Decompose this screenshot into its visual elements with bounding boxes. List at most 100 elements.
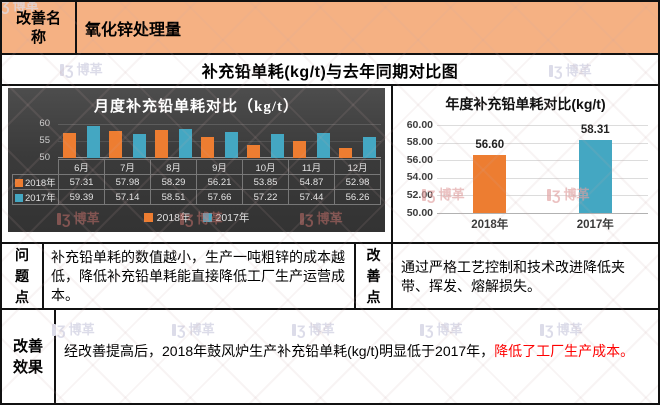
value-2017年-6月: 59.39 <box>58 189 105 205</box>
bar-2017年-11月 <box>317 132 331 158</box>
value-2018年-8月: 58.29 <box>150 174 197 190</box>
bar-group-12月 <box>335 124 381 158</box>
value-2017年-12月: 56.26 <box>334 189 381 205</box>
monthly-chart-gridlines <box>58 124 381 158</box>
bar-2017年-6月 <box>86 126 100 158</box>
value-2018年-6月: 57.31 <box>58 174 105 190</box>
bar-2018年-10月 <box>247 144 261 158</box>
bar-2018年: 56.60 <box>473 139 507 213</box>
problem-point-label: 问 题 点 <box>2 244 44 308</box>
value-2018年-11月: 54.87 <box>288 174 335 190</box>
y-tick-58.00: 58.00 <box>406 136 433 149</box>
legend-swatch-icon <box>202 213 212 222</box>
table-row-2018年: 2018年 57.31 57.98 58.29 56.21 53.85 54.87 52.98 <box>12 174 381 190</box>
value-2017年-7月: 57.14 <box>104 189 151 205</box>
table-row-2017年: 2017年 59.39 57.14 58.51 57.66 57.22 57.44 56.26 <box>12 189 381 205</box>
y-tick-50.00: 50.00 <box>406 206 433 219</box>
y-tick-54.00: 54.00 <box>406 171 433 184</box>
legend-swatch-icon <box>143 213 153 222</box>
annual-chart: 年度补充铅单耗对比(kg/t) 60.00 58.00 56.00 54.00 52.0… <box>393 86 658 242</box>
legend-entry-2017年: 2017年 <box>202 210 249 225</box>
charts-row: 月度补充铅单耗对比（kg/t） 60 55 50 6月 7月 8月 9月 10月 11月 12月… <box>2 86 658 244</box>
annual-chart-cell: 年度补充铅单耗对比(kg/t) 60.00 58.00 56.00 54.00 52.0… <box>393 86 658 242</box>
value-2017年-9月: 57.66 <box>196 189 243 205</box>
bar-2018年-12月 <box>339 147 353 158</box>
month-header-6月: 6月 <box>58 159 105 175</box>
value-2018年-7月: 57.98 <box>104 174 151 190</box>
legend-entry-2018年: 2018年 <box>143 210 191 225</box>
month-header-9月: 9月 <box>196 159 243 175</box>
bar-2017年-9月 <box>224 132 238 158</box>
bar-2017年-8月 <box>178 129 192 158</box>
bar-2018年-9月 <box>200 136 214 158</box>
effect-row: 改善 效果 经改善提高后，2018年鼓风炉生产补充铅单耗(kg/t)明显低于20… <box>2 310 658 403</box>
annual-chart-title: 年度补充铅单耗对比(kg/t) <box>445 96 606 112</box>
month-header-10月: 10月 <box>242 159 289 175</box>
monthly-chart-plot: 60 55 50 <box>8 112 385 163</box>
series-label-2017年: 2017年 <box>12 189 59 205</box>
improvement-name-value: 氧化锌处理量 <box>85 21 182 39</box>
monthly-data-table: 6月 7月 8月 9月 10月 11月 12月 2018年 57.31 57.98 58.29 56.… <box>12 159 381 205</box>
y-tick-52.00: 52.00 <box>406 188 433 201</box>
series-label-2018年: 2018年 <box>12 174 59 190</box>
x-label-2018年: 2018年 <box>471 219 509 231</box>
bar-group-7月 <box>104 124 150 158</box>
improvement-effect-text: 经改善提高后，2018年鼓风炉生产补充铅单耗(kg/t)明显低于2017年，降低… <box>56 310 658 403</box>
improvement-effect-label: 改善 效果 <box>2 310 56 403</box>
value-2017年-11月: 57.44 <box>288 189 335 205</box>
data-label-2018年: 56.60 <box>475 138 505 151</box>
gridline-56.00 <box>437 160 648 162</box>
gridline-58.00 <box>437 142 648 144</box>
y-tick-60: 60 <box>39 118 50 129</box>
problem-point-text: 补充铅单耗的数值越小，生产一吨粗锌的成本越低，降低补充铅单耗能直接降低工厂生产运… <box>44 244 356 308</box>
gridline-54.00 <box>437 177 648 179</box>
x-label-2017年: 2017年 <box>576 219 614 231</box>
legend-swatch-icon <box>15 194 23 202</box>
value-2018年-10月: 53.85 <box>242 174 289 190</box>
bar-2018年-8月 <box>154 129 168 158</box>
title-row: 补充铅单耗(kg/t)与去年同期对比图 <box>2 55 658 86</box>
monthly-chart: 月度补充铅单耗对比（kg/t） 60 55 50 6月 7月 8月 9月 10月 11月 12月… <box>8 88 385 232</box>
gridline-60.00 <box>437 125 648 126</box>
header-row: 改善名 称 氧化锌处理量 <box>2 2 658 55</box>
improvement-name-label: 改善名 称 <box>2 2 77 53</box>
bar-group-6月 <box>58 124 104 158</box>
value-2018年-12月: 52.98 <box>334 174 381 190</box>
bar-group-11月 <box>289 124 335 158</box>
effect-text-highlight: 降低了工厂生产成本。 <box>494 343 635 359</box>
value-2017年-8月: 58.51 <box>150 189 197 205</box>
value-2018年-9月: 56.21 <box>196 174 243 190</box>
gridline-50.00 <box>437 213 648 214</box>
month-header-8月: 8月 <box>150 159 197 175</box>
page-title: 补充铅单耗(kg/t)与去年同期对比图 <box>201 63 459 81</box>
y-tick-50: 50 <box>39 152 50 163</box>
value-2017年-10月: 57.22 <box>242 189 289 205</box>
gridline-52.00 <box>437 195 648 197</box>
month-header-12月: 12月 <box>334 159 381 175</box>
bar-2017年-10月 <box>271 133 285 158</box>
bar-2017年: 58.31 <box>578 124 612 213</box>
month-header-11月: 11月 <box>288 159 335 175</box>
y-tick-55: 55 <box>39 135 50 146</box>
bar-slot-2018年: 56.60 <box>437 125 543 213</box>
annual-chart-plot: 56.60 58.31 <box>437 124 649 214</box>
bar-group-10月 <box>243 124 289 158</box>
improvement-point-text: 通过严格工艺控制和技术改进降低夹带、挥发、熔解损失。 <box>401 259 625 294</box>
annual-x-axis-labels: 2018年 2017年 <box>437 216 648 232</box>
bar-2018年-11月 <box>293 141 307 158</box>
monthly-chart-legend: 2018年 2017年 <box>8 210 385 225</box>
y-tick-60.00: 60.00 <box>406 118 433 131</box>
bar-slot-2017年: 58.31 <box>543 124 649 213</box>
effect-text-main: 经改善提高后，2018年鼓风炉生产补充铅单耗(kg/t)明显低于2017年， <box>64 343 495 359</box>
data-label-2017年: 58.31 <box>580 123 610 136</box>
monthly-chart-cell: 月度补充铅单耗对比（kg/t） 60 55 50 6月 7月 8月 9月 10月 11月 12月… <box>2 86 393 242</box>
improvement-point-label: 改 善 点 <box>356 244 393 308</box>
bar-2018年-7月 <box>108 130 122 158</box>
bar-2017年-7月 <box>132 133 146 158</box>
bar-2018年-6月 <box>62 133 76 158</box>
annual-chart-body: 60.00 58.00 56.00 54.00 52.00 50.00 56.60 58.3… <box>399 119 649 219</box>
bar-group-9月 <box>196 124 242 158</box>
bar-group-8月 <box>150 124 196 158</box>
monthly-chart-title: 月度补充铅单耗对比（kg/t） <box>93 99 299 115</box>
